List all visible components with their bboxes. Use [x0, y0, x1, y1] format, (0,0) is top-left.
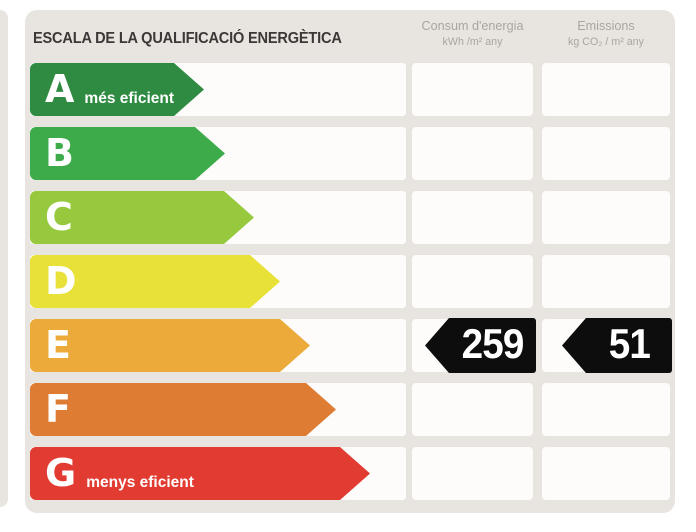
consum-value-badge: 259 [425, 318, 536, 373]
rating-arrow-c: C [30, 191, 254, 244]
arrow-body: C [30, 191, 224, 244]
badge-arrow-tip-icon [425, 318, 449, 373]
rating-arrow-b: B [30, 127, 225, 180]
rating-row-a: A més eficient [25, 63, 675, 116]
badge-body: 259 [449, 318, 536, 373]
consum-cell-g [412, 447, 533, 500]
rating-arrow-g: G menys eficient [30, 447, 370, 500]
energy-scale-card: ESCALA DE LA QUALIFICACIÓ ENERGÈTICA Con… [25, 10, 675, 513]
rating-letter: G [45, 450, 77, 495]
arrow-body: F [30, 383, 306, 436]
consum-cell-c [412, 191, 533, 244]
emissions-cell-f [542, 383, 670, 436]
arrow-head-icon [174, 63, 205, 116]
arrow-body: E [30, 319, 280, 372]
rating-row-b: B [25, 127, 675, 180]
arrow-head-icon [306, 383, 336, 436]
consum-cell-d [412, 255, 533, 308]
rating-arrow-e: E [30, 319, 310, 372]
emissions-value: 51 [608, 320, 650, 367]
page-title: ESCALA DE LA QUALIFICACIÓ ENERGÈTICA [33, 30, 342, 47]
arrow-body: G menys eficient [30, 447, 340, 500]
rating-arrow-f: F [30, 383, 336, 436]
rating-arrow-d: D [30, 255, 280, 308]
emissions-cell-d [542, 255, 670, 308]
arrow-head-icon [195, 127, 225, 180]
emissions-column-header: Emissions kg CO₂ / m² any [542, 18, 670, 48]
badge-arrow-tip-icon [562, 318, 586, 373]
emissions-value-badge: 51 [562, 318, 672, 373]
adjacent-panel-edge [0, 10, 8, 507]
emissions-header-unit: kg CO₂ / m² any [568, 36, 644, 48]
arrow-head-icon [250, 255, 280, 308]
rating-arrow-a: A més eficient [30, 63, 205, 116]
consum-header-unit: kWh /m² any [442, 36, 503, 48]
rating-row-g: G menys eficient [25, 447, 675, 500]
rating-row-f: F [25, 383, 675, 436]
rating-row-d: D [25, 255, 675, 308]
emissions-cell-g [542, 447, 670, 500]
rating-letter: F [45, 386, 71, 431]
consum-cell-a [412, 63, 533, 116]
rating-note: més eficient [84, 90, 175, 107]
arrow-body: A més eficient [30, 63, 175, 116]
consum-value: 259 [461, 320, 525, 367]
rating-letter: A [45, 66, 75, 111]
rating-row-e: E 259 51 [25, 318, 675, 373]
consum-cell-f [412, 383, 533, 436]
consum-cell-b [412, 127, 533, 180]
arrow-head-icon [280, 319, 310, 372]
rating-letter: B [45, 130, 74, 175]
emissions-header-label: Emissions [577, 18, 635, 33]
arrow-body: B [30, 127, 195, 180]
arrow-body: D [30, 255, 250, 308]
rating-row-c: C [25, 191, 675, 244]
consum-header-label: Consum d'energia [421, 18, 524, 33]
arrow-head-icon [340, 447, 370, 500]
rating-letter: D [45, 258, 77, 303]
arrow-head-icon [224, 191, 254, 244]
emissions-cell-b [542, 127, 670, 180]
emissions-cell-c [542, 191, 670, 244]
badge-body: 51 [586, 318, 672, 373]
rating-note: menys eficient [86, 474, 194, 491]
rating-letter: E [45, 322, 71, 367]
consum-column-header: Consum d'energia kWh /m² any [412, 18, 533, 48]
emissions-cell-a [542, 63, 670, 116]
rating-letter: C [45, 194, 73, 239]
